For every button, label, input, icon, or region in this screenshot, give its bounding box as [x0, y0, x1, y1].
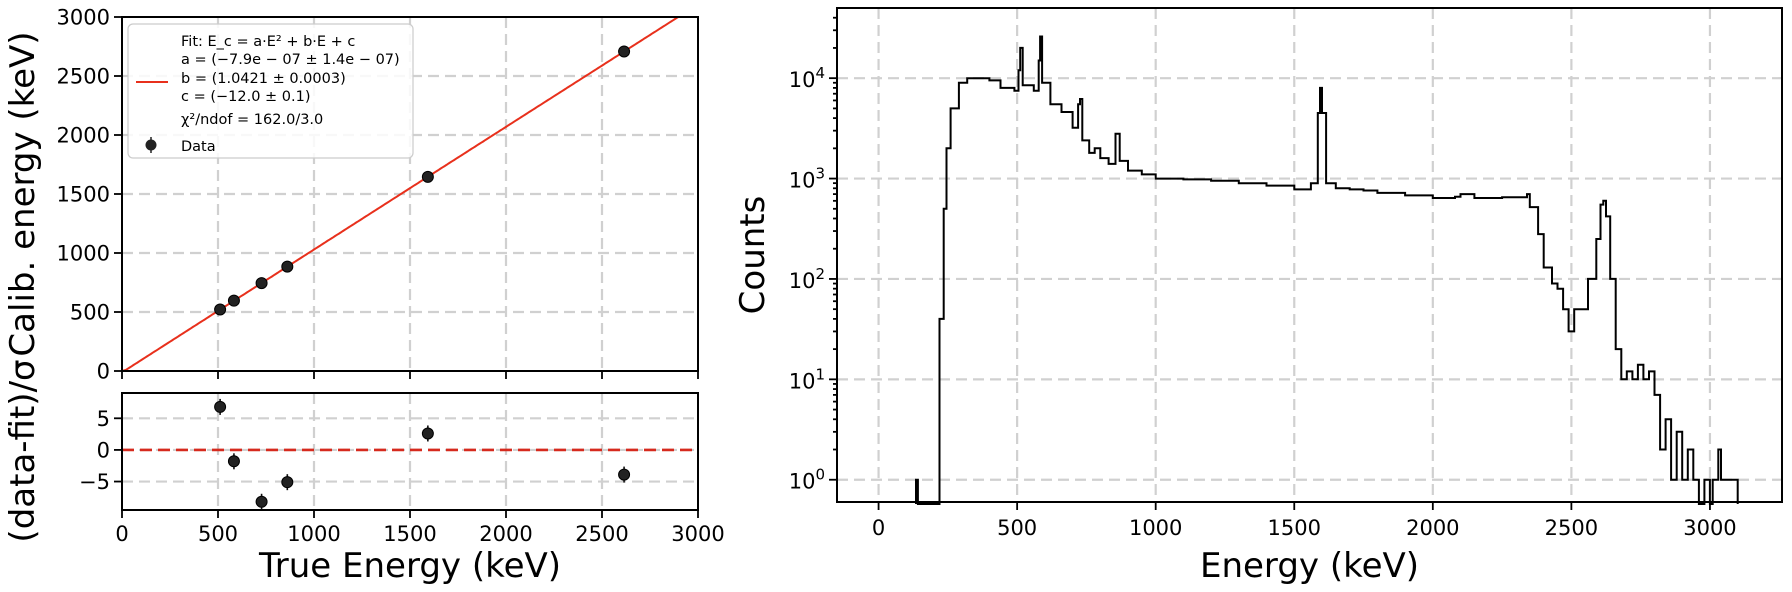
- residual-plot-panel: −5 0 5 0 500 1000 1500 2000 2500 3000 True Energy …: [3, 359, 725, 586]
- x-tick-label: 1000: [1129, 516, 1182, 540]
- x-tick-label: 3000: [1683, 516, 1736, 540]
- spectrum-frame: [836, 7, 1783, 503]
- legend-fit-text: b = (1.0421 ± 0.0003): [181, 71, 346, 87]
- legend-box: [127, 23, 414, 159]
- residual-point: [618, 468, 631, 481]
- x-tick-label: 2000: [479, 522, 532, 546]
- y-tick-label: 1000: [57, 242, 110, 266]
- x-tick-label: 0: [115, 522, 128, 546]
- data-point: [255, 277, 268, 290]
- x-tick-label: 2500: [575, 522, 628, 546]
- y-tick-label: 500: [70, 301, 110, 325]
- y-tick-label: −5: [79, 470, 110, 494]
- y-tick-label: 3000: [57, 6, 110, 30]
- y-tick-label: 5: [97, 407, 110, 431]
- legend-data-label: Data: [181, 139, 216, 155]
- x-tick-label: 2000: [1406, 516, 1459, 540]
- residual-point: [214, 400, 227, 413]
- y-tick-label: 0: [97, 438, 110, 462]
- y-tick-label: 103: [789, 165, 825, 193]
- residual-y-axis-label: (data-fit)/σ: [3, 359, 43, 542]
- y-tick-label: 2000: [57, 124, 110, 148]
- data-point: [421, 170, 434, 183]
- data-point: [281, 260, 294, 273]
- y-tick-label: 1500: [57, 183, 110, 207]
- legend-data-marker: [145, 139, 157, 151]
- residual-point: [281, 476, 294, 489]
- energy-histogram: [915, 35, 1739, 505]
- y-tick-label: 102: [789, 265, 825, 293]
- legend: Fit: E_c = a·E² + b·E + c a = (−7.9e − 07…: [127, 23, 414, 159]
- residual-point: [255, 495, 268, 508]
- data-point: [618, 45, 631, 58]
- residual-point: [227, 455, 240, 468]
- x-tick-label: 500: [997, 516, 1037, 540]
- data-point: [214, 303, 227, 316]
- x-tick-label: 3000: [671, 522, 724, 546]
- y-tick-label: 101: [789, 365, 825, 393]
- spectrum-plot-panel: 0 500 1000 1500 2000 2500 3000 100 101 102 103 104 E…: [733, 7, 1783, 586]
- residual-point: [421, 427, 434, 440]
- y-tick-label: 0: [97, 360, 110, 384]
- calibration-y-axis-label: Calib. energy (keV): [3, 31, 43, 356]
- x-tick-label: 1000: [287, 522, 340, 546]
- legend-fit-text: χ²/ndof = 162.0/3.0: [181, 112, 323, 128]
- data-point: [227, 294, 240, 307]
- x-tick-label: 2500: [1545, 516, 1598, 540]
- x-tick-label: 1500: [383, 522, 436, 546]
- y-tick-label: 100: [789, 466, 825, 494]
- legend-fit-text: Fit: E_c = a·E² + b·E + c: [181, 34, 355, 50]
- y-tick-label: 2500: [57, 65, 110, 89]
- residual-x-axis-label: True Energy (keV): [258, 546, 561, 586]
- spectrum-x-axis-label: Energy (keV): [1200, 546, 1419, 586]
- y-tick-label: 104: [789, 64, 825, 92]
- spectrum-y-axis-label: Counts: [733, 196, 773, 315]
- calibration-plot-panel: 0 500 1000 1500 2000 2500 3000 Calib. energy (k…: [3, 6, 699, 384]
- x-tick-label: 1500: [1268, 516, 1321, 540]
- legend-fit-text: a = (−7.9e − 07 ± 1.4e − 07): [181, 52, 400, 68]
- x-tick-label: 0: [872, 516, 885, 540]
- legend-fit-text: c = (−12.0 ± 0.1): [181, 89, 311, 105]
- x-tick-label: 500: [198, 522, 238, 546]
